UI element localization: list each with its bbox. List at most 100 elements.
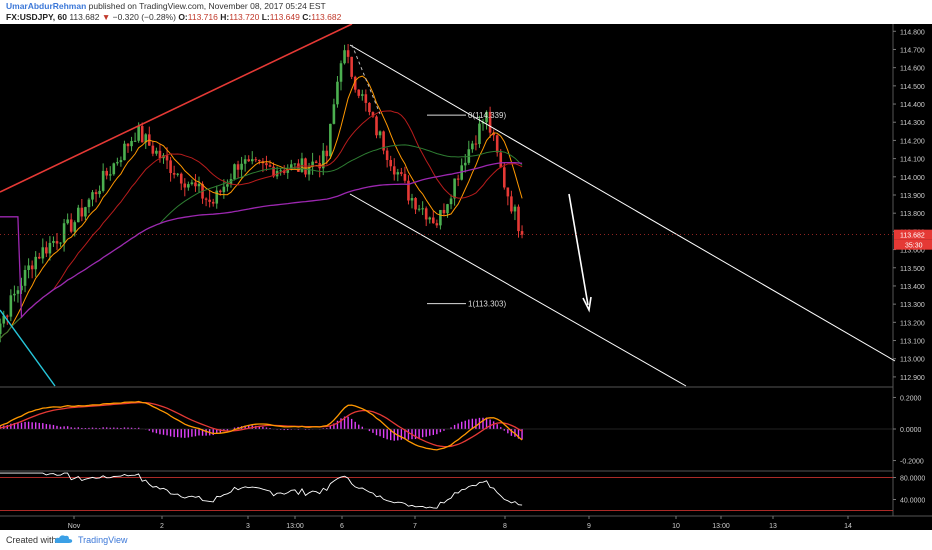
price-tick-label: 114.100 — [900, 157, 925, 164]
rsi-tick-label: 80.0000 — [900, 476, 925, 483]
red-trendline — [0, 24, 353, 193]
candle-body — [357, 89, 361, 96]
candle-body — [236, 164, 240, 170]
last-price-tag — [894, 229, 932, 240]
candle-body — [176, 173, 179, 175]
candle-body — [254, 159, 258, 161]
candle-body — [432, 217, 435, 224]
candle-body — [371, 112, 375, 117]
candle-body — [240, 163, 243, 170]
fib-level-label: 1(113.303) — [468, 300, 506, 309]
candle-body — [94, 192, 98, 195]
candle-body — [87, 199, 91, 208]
candle-body — [400, 172, 403, 174]
candle-body — [155, 150, 158, 154]
time-tick-label: 14 — [844, 523, 852, 530]
candle-body — [392, 166, 396, 175]
chart-canvas[interactable]: 114.800 114.700 114.600 114.500 114.400 114.3… — [0, 24, 932, 530]
candle-body — [492, 132, 495, 136]
price-tick-label: 113.500 — [900, 266, 925, 273]
down-arrow-shaft — [568, 193, 589, 306]
ma-long-line — [0, 161, 523, 319]
triangle-down-icon: ▼ — [101, 12, 111, 22]
candle-body — [385, 150, 389, 161]
author-link[interactable]: UmarAbdurRehman — [6, 1, 87, 11]
candle-body — [77, 207, 80, 223]
candle-body — [258, 159, 261, 162]
candle-body — [382, 131, 385, 151]
cyan-trendline — [0, 309, 56, 387]
candle-body — [219, 190, 222, 193]
open-label: O: — [178, 12, 188, 22]
candle-body — [151, 145, 155, 154]
high-value: 113.720 — [229, 12, 260, 22]
candle-body — [250, 159, 254, 162]
candle-body — [421, 208, 424, 210]
candle-body — [187, 184, 190, 188]
time-tick-label: 2 — [160, 523, 164, 530]
candle-body — [133, 140, 137, 142]
candle-body — [211, 201, 215, 204]
candle-body — [279, 170, 282, 172]
candle-body — [336, 81, 339, 105]
created-with-text: Created with — [6, 535, 57, 545]
candle-body — [55, 241, 59, 244]
chart-background — [0, 24, 932, 530]
candle-body — [0, 323, 2, 334]
dashed-swing-line — [351, 44, 381, 115]
candle-body — [495, 135, 499, 153]
candle-body — [424, 208, 428, 220]
price-tick-label: 112.900 — [900, 375, 925, 382]
candle-body — [208, 199, 211, 202]
candle-body — [2, 315, 6, 324]
candle-body — [73, 222, 77, 232]
candle-body — [510, 196, 513, 212]
price-tick-label: 114.200 — [900, 138, 925, 145]
candle-body — [190, 182, 194, 185]
candle-body — [346, 50, 350, 57]
candle-body — [325, 150, 329, 157]
candle-body — [503, 167, 506, 188]
price-tick-label: 113.200 — [900, 320, 925, 327]
tradingview-brand[interactable]: TradingView — [78, 535, 128, 545]
time-tick-label: Nov — [68, 523, 81, 530]
published-text: published on TradingView.com, November 0… — [88, 1, 326, 11]
candle-body — [179, 173, 183, 184]
candle-body — [126, 143, 130, 147]
candle-body — [27, 265, 30, 270]
candle-body — [247, 159, 250, 162]
candle-body — [62, 223, 66, 243]
price-tick-label: 114.800 — [900, 29, 925, 36]
macd-tick-label: -0.2000 — [900, 459, 924, 466]
rsi-line — [0, 472, 523, 509]
time-tick-label: 13:00 — [286, 523, 304, 530]
price-tick-label: 114.500 — [900, 84, 925, 91]
candle-body — [30, 265, 34, 270]
candle-body — [449, 198, 453, 205]
high-label: H: — [220, 12, 230, 22]
price-tick-label: 114.600 — [900, 66, 925, 73]
price-tick-label: 114.000 — [900, 175, 925, 182]
candle-body — [463, 162, 467, 166]
candle-body — [222, 186, 226, 193]
candle-body — [314, 161, 318, 164]
candle-body — [204, 198, 208, 200]
candle-body — [343, 50, 346, 64]
candle-body — [169, 160, 172, 174]
candle-body — [321, 150, 325, 169]
candle-body — [311, 161, 314, 167]
candle-body — [172, 173, 176, 175]
candle-body — [48, 242, 52, 254]
candle-body — [84, 207, 87, 217]
candle-body — [350, 56, 353, 77]
price-tick-label: 114.700 — [900, 47, 925, 54]
channel-upper-line — [349, 44, 896, 362]
candle-body — [197, 183, 201, 187]
candle-body — [233, 164, 236, 180]
candle-body — [112, 163, 116, 175]
chart-header: UmarAbdurRehman published on TradingView… — [0, 0, 932, 24]
candle-body — [98, 190, 101, 195]
candle-body — [396, 172, 400, 175]
candle-body — [293, 163, 297, 165]
candle-body — [332, 104, 336, 124]
